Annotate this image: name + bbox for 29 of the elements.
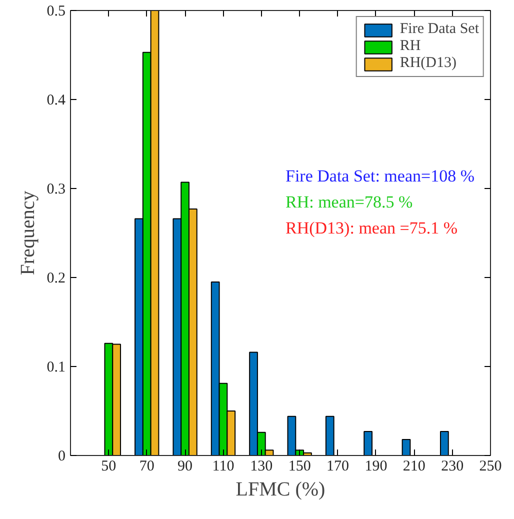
x-tick-label: 130 — [250, 458, 273, 474]
annotation: Fire Data Set: mean=108 % — [286, 166, 474, 186]
annotation: RH(D13): mean =75.1 % — [286, 218, 458, 238]
legend-label: RH — [400, 38, 421, 55]
annotation: RH: mean=78.5 % — [286, 192, 413, 212]
x-tick-label: 150 — [288, 458, 311, 474]
x-tick-label: 250 — [479, 458, 502, 474]
y-tick-label: 0.2 — [46, 270, 66, 286]
legend-label: RH(D13) — [400, 55, 457, 72]
y-tick-label: 0.4 — [46, 92, 66, 108]
y-tick-label: 0.5 — [46, 4, 66, 20]
bar — [364, 430, 373, 456]
x-tick-label: 110 — [212, 458, 234, 474]
y-axis-title: Frequency — [16, 190, 39, 276]
x-tick-label: 170 — [326, 458, 350, 474]
y-tick-label: 0.3 — [46, 182, 66, 198]
y-tick-label: 0 — [58, 448, 66, 464]
legend-label: Fire Data Set — [400, 21, 479, 38]
y-tick-label: 0.1 — [46, 360, 66, 376]
x-tick-label: 230 — [441, 458, 464, 474]
x-tick-label: 50 — [101, 458, 116, 474]
x-tick-label: 210 — [402, 458, 426, 474]
bar — [402, 438, 411, 456]
bar — [440, 430, 449, 456]
x-tick-label: 190 — [364, 458, 388, 474]
x-tick-label: 90 — [178, 458, 193, 474]
x-axis-title: LFMC (%) — [236, 478, 326, 500]
bar — [325, 416, 334, 456]
x-tick-label: 70 — [139, 458, 154, 474]
